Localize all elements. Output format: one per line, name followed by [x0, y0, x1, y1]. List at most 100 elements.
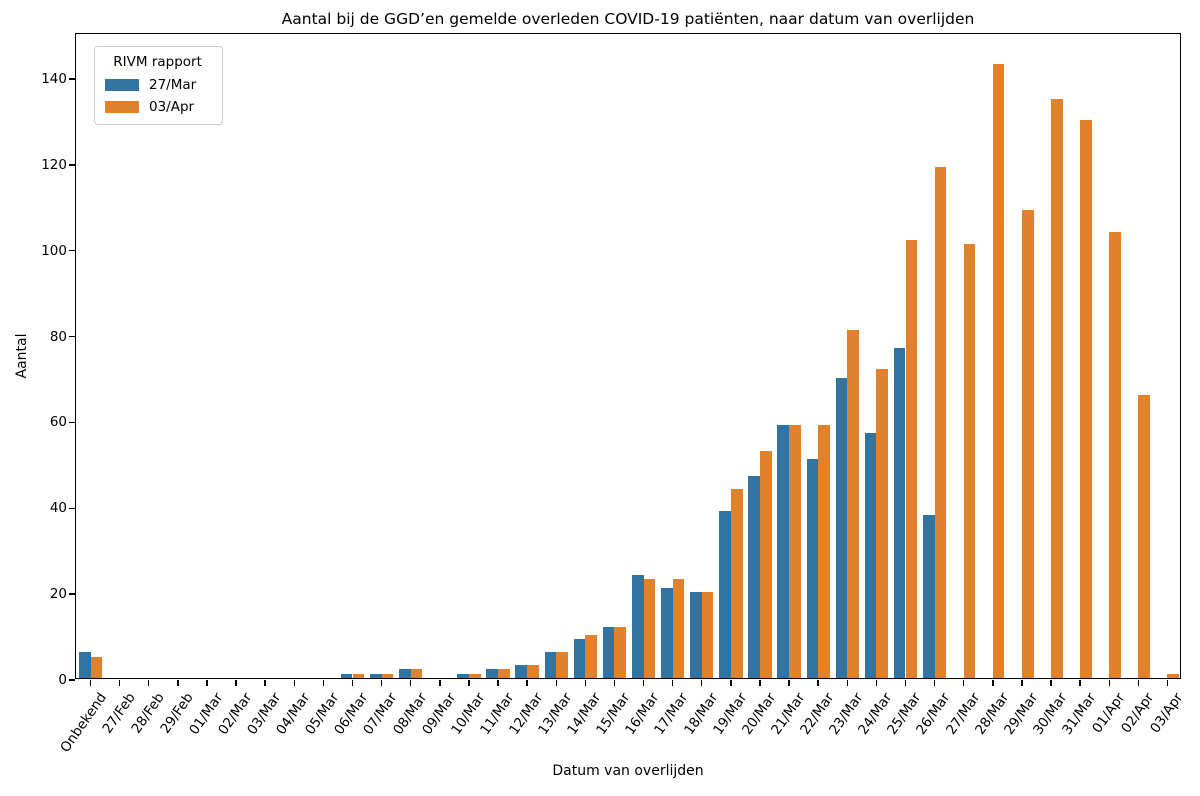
bar-03-apr-06-mar — [352, 673, 365, 678]
legend: RIVM rapport 27/Mar 03/Apr — [94, 46, 224, 125]
bar-27-mar-15-mar — [602, 626, 615, 678]
x-tick-mark — [642, 680, 645, 686]
bar-03-apr-19-mar — [730, 489, 743, 678]
x-tick-mark — [1137, 680, 1140, 686]
x-tick-mark — [671, 680, 674, 686]
x-tick-mark — [1166, 680, 1169, 686]
y-tick-mark — [69, 335, 75, 338]
bar-03-apr-27-mar — [963, 244, 976, 678]
legend-swatch-series2 — [105, 101, 139, 113]
y-tick-label: 40 — [49, 500, 67, 517]
bar-27-mar-16-mar — [631, 574, 644, 678]
bar-03-apr-13-mar — [556, 652, 568, 678]
bar-27-mar-18-mar — [690, 592, 702, 678]
x-tick-mark — [555, 680, 557, 686]
bar-27-mar-21-mar — [777, 424, 790, 678]
x-tick-mark — [1079, 680, 1081, 686]
x-tick-mark — [118, 680, 121, 686]
y-tick-label: 60 — [49, 414, 67, 431]
bar-03-apr-07-mar — [381, 673, 394, 678]
bar-27-mar-11-mar — [486, 669, 499, 678]
bar-03-apr-16-mar — [643, 579, 656, 678]
x-tick-mark — [1021, 680, 1023, 686]
bar-27-mar-07-mar — [369, 673, 382, 678]
bar-03-apr-28-mar — [992, 64, 1005, 678]
bar-03-apr-25-mar — [905, 240, 918, 678]
x-tick-mark — [730, 680, 732, 686]
bar-27-mar-12-mar — [515, 665, 528, 678]
x-tick-mark — [963, 680, 965, 686]
bar-03-apr-22-mar — [818, 424, 830, 678]
x-tick-mark — [701, 680, 703, 686]
x-tick-mark — [322, 680, 325, 686]
y-tick-label: 0 — [58, 672, 67, 688]
y-tick-label: 140 — [41, 71, 67, 88]
x-tick-mark — [759, 680, 761, 686]
y-tick-label: 120 — [41, 156, 67, 173]
y-tick-mark — [69, 164, 75, 166]
x-tick-mark — [439, 680, 441, 686]
bar-27-mar-onbekend — [78, 652, 91, 678]
y-tick-mark — [69, 507, 75, 509]
bar-03-apr-14-mar — [585, 635, 597, 678]
legend-item: 27/Mar — [105, 77, 210, 93]
bar-03-apr-onbekend — [90, 656, 103, 678]
x-axis-label: Datum van overlijden — [552, 763, 704, 779]
x-tick-mark — [992, 680, 994, 686]
bar-27-mar-06-mar — [340, 673, 353, 678]
bar-27-mar-17-mar — [661, 587, 673, 678]
y-tick-mark — [69, 679, 75, 681]
y-tick-label: 80 — [49, 328, 67, 345]
y-tick-mark — [69, 78, 75, 80]
plot-area: RIVM rapport 27/Mar 03/Apr 0 20 40 60 80 100 1… — [41, 33, 1187, 756]
x-tick-mark — [788, 680, 790, 686]
y-tick-mark — [69, 250, 75, 252]
x-tick-mark — [1050, 680, 1052, 686]
bar-27-mar-22-mar — [806, 459, 819, 678]
bar-03-apr-03-apr — [1167, 673, 1180, 678]
bar-27-mar-26-mar — [922, 514, 935, 678]
legend-swatch-series1 — [105, 79, 139, 91]
bar-27-mar-25-mar — [893, 347, 906, 678]
bar-03-apr-02-apr — [1138, 394, 1150, 678]
bar-03-apr-30-mar — [1051, 98, 1063, 678]
bar-03-apr-11-mar — [498, 669, 510, 678]
x-tick-mark — [526, 680, 528, 686]
x-tick-mark — [410, 680, 412, 686]
x-tick-mark — [351, 680, 354, 686]
y-tick-mark — [69, 421, 75, 424]
bar-27-mar-08-mar — [399, 669, 411, 678]
bar-03-apr-01-apr — [1109, 231, 1121, 678]
x-tick-mark — [497, 680, 499, 686]
x-tick-mark — [89, 680, 92, 686]
x-tick-mark — [817, 680, 819, 686]
y-tick-label: 20 — [49, 586, 67, 603]
x-tick-mark — [235, 680, 237, 686]
y-tick-mark — [69, 593, 75, 595]
bar-03-apr-08-mar — [410, 669, 423, 678]
y-tick-label: 100 — [41, 242, 67, 259]
bar-03-apr-23-mar — [847, 330, 859, 678]
x-tick-mark — [264, 680, 266, 686]
bar-03-apr-12-mar — [527, 665, 539, 678]
bar-03-apr-15-mar — [614, 626, 627, 678]
x-tick-mark — [904, 680, 907, 686]
legend-label-series2: 03/Apr — [149, 99, 195, 115]
bar-03-apr-24-mar — [876, 368, 889, 678]
x-tick-mark — [206, 680, 208, 686]
x-tick-mark — [1108, 680, 1110, 686]
x-tick-mark — [380, 680, 383, 686]
legend-item: 03/Apr — [105, 99, 210, 115]
legend-title: RIVM rapport — [113, 54, 202, 70]
bar-27-mar-14-mar — [573, 639, 586, 678]
x-tick-mark — [584, 680, 587, 686]
bar-03-apr-18-mar — [701, 592, 714, 678]
x-tick-mark — [468, 680, 470, 686]
bar-03-apr-29-mar — [1021, 210, 1034, 678]
x-tick-mark — [613, 680, 616, 686]
bar-27-mar-23-mar — [835, 377, 848, 678]
y-axis-label: Aantal — [14, 333, 30, 379]
bar-27-mar-20-mar — [748, 476, 760, 678]
bar-03-apr-20-mar — [759, 450, 772, 678]
bar-03-apr-21-mar — [789, 424, 801, 678]
